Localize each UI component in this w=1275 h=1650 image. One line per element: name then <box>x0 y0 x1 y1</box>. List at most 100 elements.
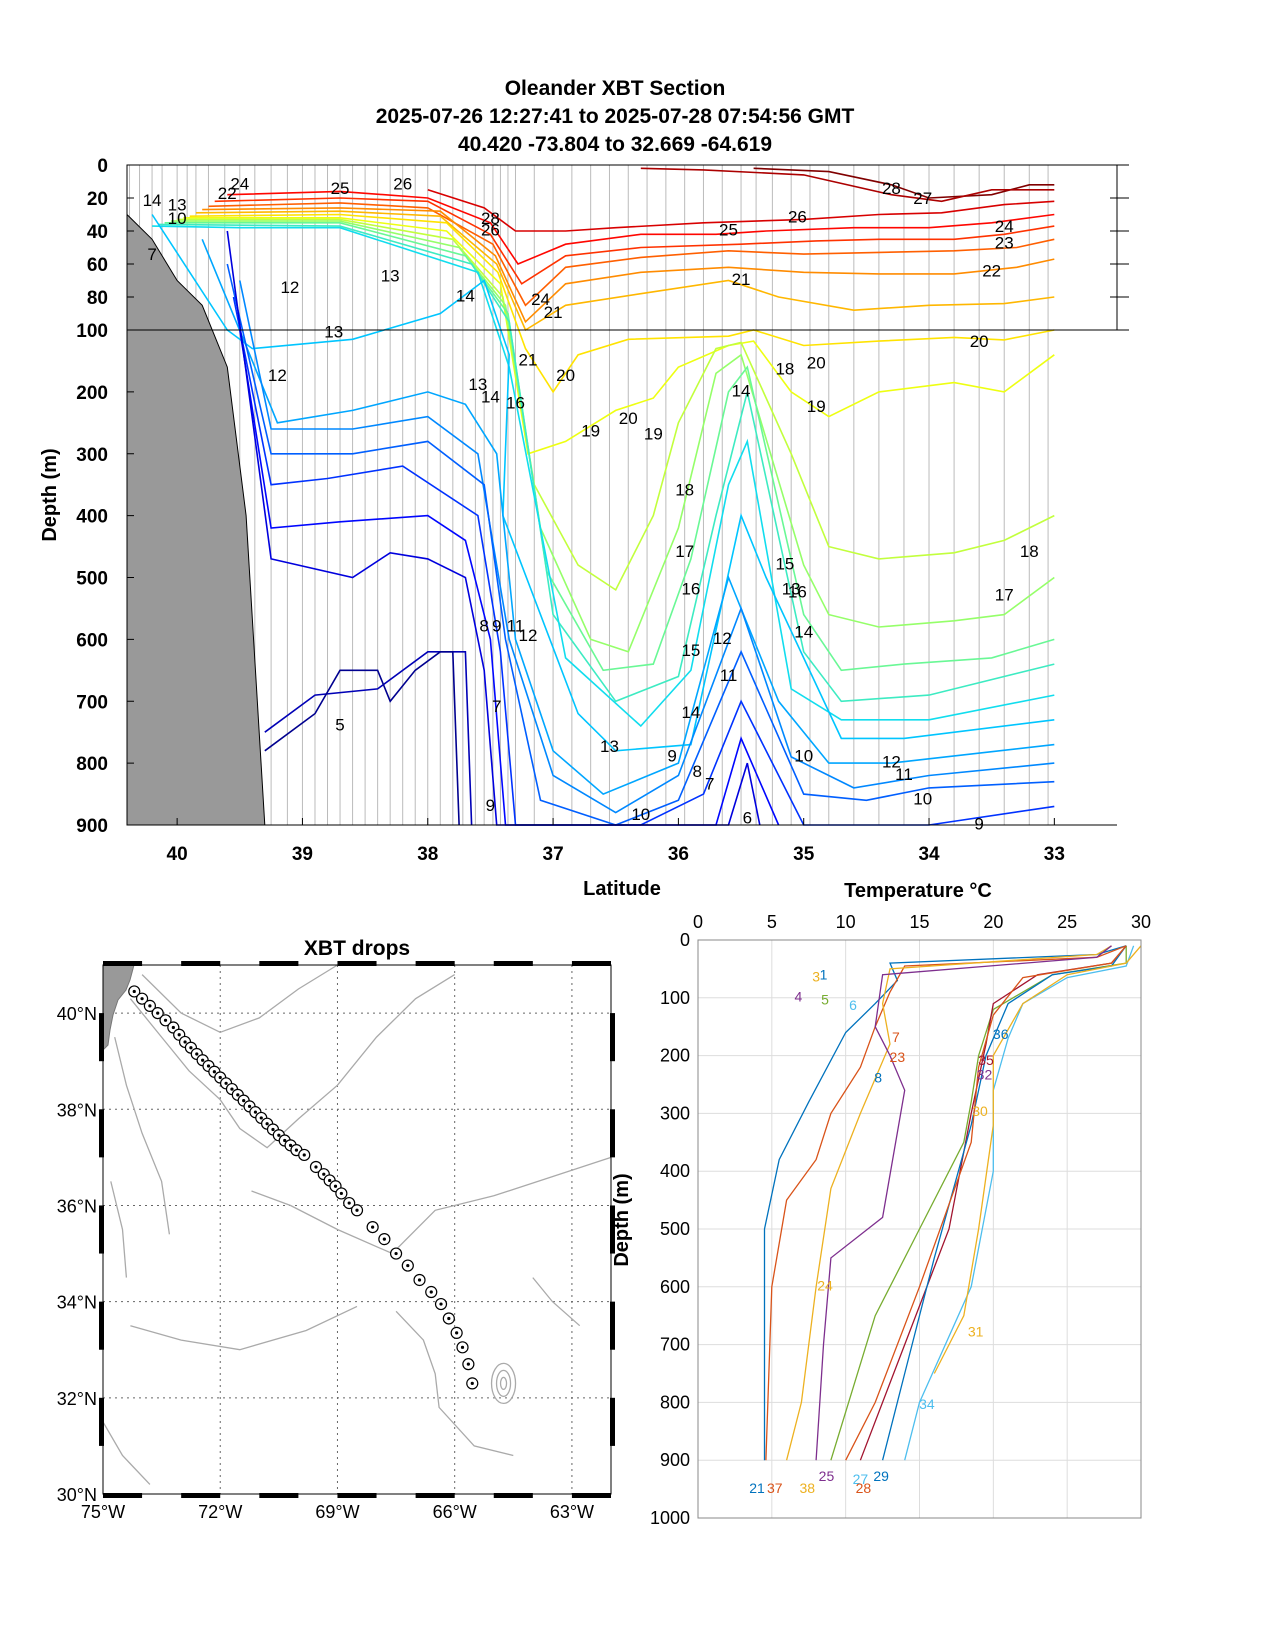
contour-label: 6 <box>743 808 752 827</box>
contour-label: 16 <box>681 579 700 598</box>
contour-label: 19 <box>644 425 663 444</box>
map-x-tick-label: 72°W <box>198 1502 242 1522</box>
x-tick-label: 34 <box>918 844 940 865</box>
drop-marker-center <box>195 1052 199 1056</box>
map-border <box>102 964 612 1495</box>
contour-label: 17 <box>675 542 694 561</box>
map-x-tick-label: 69°W <box>315 1502 359 1522</box>
map-x-tick-label: 75°W <box>81 1502 125 1522</box>
contour-label: 18 <box>675 480 694 499</box>
drop-marker-center <box>455 1331 459 1335</box>
profiles-y-tick-label: 100 <box>660 988 690 1008</box>
contour-label: 16 <box>788 582 807 601</box>
contour-label: 13 <box>600 737 619 756</box>
map-frame-segment <box>99 1205 104 1254</box>
profile-label: 7 <box>892 1029 900 1045</box>
map-coast <box>102 964 135 1052</box>
section-x-ticks: 40 39 38 37 36 35 34 33 <box>167 818 1065 865</box>
contour-label: 7 <box>492 697 501 716</box>
map-bathymetry <box>102 964 612 1485</box>
y-tick-label: 600 <box>76 630 108 651</box>
map-frame-segment <box>415 1493 455 1498</box>
profile-label: 6 <box>849 997 857 1013</box>
section-title-2: 2025-07-26 12:27:41 to 2025-07-28 07:54:… <box>376 105 855 128</box>
contour-label: 12 <box>268 366 287 385</box>
temperature-profile <box>904 945 1135 1461</box>
isotherm-23 <box>208 202 1055 307</box>
contour-label: 12 <box>882 753 901 772</box>
map-frame-segment <box>415 961 455 966</box>
isotherm-14 <box>152 225 1055 728</box>
contour-label: 18 <box>775 360 794 379</box>
map-y-tick-label: 32°N <box>57 1389 97 1409</box>
contour-label: 21 <box>732 270 751 289</box>
contour-label: 10 <box>631 805 650 824</box>
contour-label: 22 <box>982 262 1001 281</box>
profile-label: 4 <box>795 989 803 1005</box>
map-frame-segment <box>610 1205 615 1254</box>
map-y-tick-label: 36°N <box>57 1196 97 1216</box>
x-tick-label: 38 <box>417 844 438 865</box>
profile-label: 1 <box>820 967 828 983</box>
contour-label: 28 <box>481 209 500 228</box>
isotherm-28 <box>753 167 1055 199</box>
map-frame-segment <box>99 1109 104 1158</box>
map-frame-segment <box>181 1493 221 1498</box>
contour-label: 9 <box>492 616 501 635</box>
drop-marker-center <box>140 997 144 1001</box>
contour-label: 22 <box>218 184 237 203</box>
contour-label: 24 <box>995 217 1014 236</box>
drop-marker-center <box>224 1081 228 1085</box>
x-tick-label: 35 <box>793 844 815 865</box>
drop-marker-center <box>148 1004 152 1008</box>
profiles-x-tick-label: 15 <box>909 912 929 932</box>
contour-label: 12 <box>713 629 732 648</box>
profile-label: 38 <box>799 1480 815 1496</box>
contour-label: 20 <box>619 409 638 428</box>
contour-label: 24 <box>230 174 249 193</box>
contour-label: 25 <box>331 179 350 198</box>
contour-label: 13 <box>324 323 343 342</box>
drop-marker-center <box>218 1075 222 1080</box>
drop-marker-center <box>382 1237 386 1241</box>
temperature-profile <box>785 945 1112 1461</box>
drop-marker-center <box>259 1116 263 1120</box>
map-frame-segment <box>571 1493 611 1498</box>
y-tick-label: 800 <box>76 754 108 775</box>
isotherm-22 <box>202 207 1055 324</box>
contour-label: 11 <box>895 765 913 784</box>
isotherm-7 <box>226 230 761 826</box>
y-tick-label: 300 <box>76 445 108 466</box>
drop-marker-center <box>206 1064 211 1068</box>
drop-marker-center <box>288 1143 293 1147</box>
isotherm-9 <box>232 296 1055 826</box>
drop-marker-center <box>314 1165 318 1169</box>
map-x-ticks: 75°W 72°W 69°W 66°W 63°W <box>81 1502 594 1522</box>
drop-marker-center <box>156 1011 160 1015</box>
isotherm-8 <box>239 329 780 826</box>
section-upper-frame <box>126 164 1118 331</box>
profiles-y-tick-label: 1000 <box>650 1508 690 1528</box>
isotherm-26 <box>427 189 1055 232</box>
isotherm-19 <box>183 217 1055 455</box>
profiles-x-tick-label: 5 <box>767 912 777 932</box>
contour-label: 20 <box>970 332 989 351</box>
y-tick-label: 500 <box>76 569 108 590</box>
profiles-x-label: Temperature °C <box>844 880 992 902</box>
bathymetry-contour <box>102 1421 151 1485</box>
profile-label: 27 <box>853 1471 869 1487</box>
contour-label: 19 <box>581 422 600 441</box>
profiles-y-tick-label: 500 <box>660 1219 690 1239</box>
profiles-y-tick-label: 900 <box>660 1450 690 1470</box>
profiles-x-ticks: 0 5 10 15 20 25 30 <box>693 912 1151 932</box>
map-y-tick-label: 38°N <box>57 1100 97 1120</box>
contour-label: 13 <box>381 267 400 286</box>
profile-label: 5 <box>821 991 829 1007</box>
contour-label: 17 <box>995 586 1014 605</box>
contour-label: 28 <box>882 179 901 198</box>
profiles-y-ticks: 0 100 200 300 400 500 600 700 800 900 1000 <box>650 930 690 1528</box>
contour-label: 15 <box>775 555 794 574</box>
contour-label: 12 <box>519 626 538 645</box>
contour-label: 14 <box>481 388 500 407</box>
drop-marker-center <box>247 1104 252 1108</box>
